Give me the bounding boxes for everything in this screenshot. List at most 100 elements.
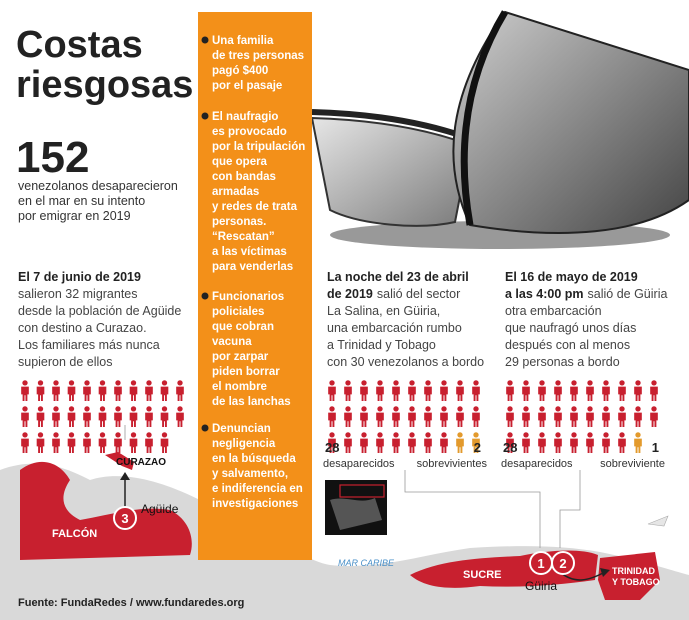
marker (113, 506, 137, 530)
missing-icon (650, 380, 658, 401)
marker-label: 1 (537, 556, 544, 571)
story-bold: a las 4:00 pm (505, 287, 584, 301)
place-label: CURAZAO (116, 457, 166, 468)
story-text: otra embarcación (505, 304, 602, 318)
story-text: salieron 32 migrantes (18, 287, 138, 301)
story-line: 29 personas a bordo (505, 355, 620, 369)
column-text: negligencia (212, 438, 276, 450)
story-line: salieron 32 migrantes (18, 287, 138, 301)
count-label: sobreviviente (600, 458, 665, 470)
story-text: desde la población de Agüide (18, 304, 181, 318)
story-line: con 30 venezolanos a bordo (327, 355, 484, 369)
column-text: en la búsqueda (212, 453, 296, 465)
missing-icon (360, 432, 368, 453)
people-icons (18, 378, 189, 430)
missing-icon (424, 406, 432, 427)
missing-icon (586, 406, 594, 427)
bullet (201, 112, 209, 120)
column-text: Denuncian (212, 423, 271, 435)
missing-icon (472, 380, 480, 401)
missing-icon (634, 380, 642, 401)
story-text: con 30 venezolanos a bordo (327, 355, 484, 369)
missing-icon (570, 406, 578, 427)
place-label: SUCRE (463, 569, 502, 581)
column-text: vacuna (212, 336, 252, 348)
stat-text: en el mar en su intento (18, 194, 145, 208)
story-bold: El 16 de mayo de 2019 (505, 270, 638, 284)
missing-icon (586, 432, 594, 453)
missing-icon (618, 380, 626, 401)
column-text: e indiferencia en (212, 483, 303, 495)
story-line: salió de Güiria (588, 287, 668, 301)
column-text: que opera (212, 156, 268, 168)
stat-text: por emigrar en 2019 (18, 209, 131, 223)
story-line: que naufragó unos días (505, 321, 636, 335)
count: 1 (652, 440, 659, 455)
source: Fuente: FundaRedes / www.fundaredes.org (18, 597, 244, 609)
count: 28 (503, 440, 517, 455)
column-text: el nombre (212, 381, 267, 393)
story-text: El 16 de mayo de 2019 (505, 270, 638, 284)
story-text: 29 personas a bordo (505, 355, 620, 369)
column-text: a las víctimas (212, 246, 287, 258)
story-line: otra embarcación (505, 304, 602, 318)
story-text: Los familiares más nunca (18, 338, 160, 352)
missing-icon (392, 380, 400, 401)
story-bold: El 7 de junio de 2019 (18, 270, 141, 284)
missing-icon (506, 380, 514, 401)
missing-icon (360, 380, 368, 401)
missing-icon (522, 406, 530, 427)
orange-column (198, 12, 312, 560)
missing-icon (424, 380, 432, 401)
count-label: desaparecidos (501, 458, 573, 470)
missing-icon (328, 380, 336, 401)
count: 2 (474, 440, 481, 455)
column-text: Una familia (212, 35, 274, 47)
tobago-island (647, 515, 669, 527)
missing-icon (376, 432, 384, 453)
curazao-island (105, 452, 134, 470)
story-text: de 2019 salió del sector (327, 287, 460, 301)
story-text: una embarcación rumbo (327, 321, 462, 335)
missing-icon (376, 380, 384, 401)
falcon-region (20, 461, 192, 560)
column-text: que cobran (212, 321, 274, 333)
column-text: piden borrar (212, 366, 280, 378)
missing-icon (392, 432, 400, 453)
trinidad-island (598, 552, 660, 600)
story-text: La Salina, en Güiria, (327, 304, 440, 318)
column-text: personas. (212, 216, 266, 228)
column-text: con bandas (212, 171, 276, 183)
column-text: armadas (212, 186, 259, 198)
missing-icon (472, 406, 480, 427)
missing-icon (440, 432, 448, 453)
missing-icon (424, 432, 432, 453)
missing-icon (456, 380, 464, 401)
story-line: La Salina, en Güiria, (327, 304, 440, 318)
sea-label: MAR CARIBE (338, 558, 395, 568)
story-bold: de 2019 (327, 287, 373, 301)
missing-icon (344, 432, 352, 453)
missing-icon (392, 406, 400, 427)
column-text: para venderlas (212, 261, 293, 273)
story-line: Los familiares más nunca (18, 338, 160, 352)
missing-icon (506, 406, 514, 427)
missing-icon (602, 380, 610, 401)
arrow-head (120, 472, 130, 480)
story-line: después con al menos (505, 338, 630, 352)
people-icons (18, 430, 173, 456)
missing-icon (522, 380, 530, 401)
missing-icon (634, 406, 642, 427)
place-label: FALCÓN (52, 527, 97, 540)
stat-text: venezolanos desaparecieron (18, 179, 178, 193)
missing-icon (538, 380, 546, 401)
missing-icon (570, 380, 578, 401)
inset-highlight (339, 484, 385, 498)
survivor-icon (456, 432, 464, 453)
column-text: investigaciones (212, 498, 298, 510)
missing-icon (586, 380, 594, 401)
missing-icon (538, 406, 546, 427)
story-line: con destino a Curazao. (18, 321, 147, 335)
